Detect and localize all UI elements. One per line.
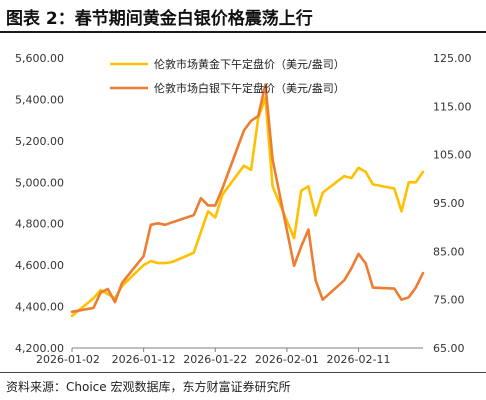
- x-tick-label: 2026-02-01: [255, 353, 319, 366]
- y-right-tick-label: 105.00: [433, 149, 472, 162]
- gold-price-line: [70, 96, 425, 318]
- x-tick-label: 2026-02-11: [327, 353, 391, 366]
- chart-legend: 伦敦市场黄金下午定盘价（美元/盎司） 伦敦市场白银下午定盘价（美元/盎司）: [110, 57, 345, 95]
- y-left-tick-label: 4,600.00: [15, 259, 64, 272]
- y-left-tick-label: 5,000.00: [15, 176, 64, 189]
- y-right-tick-label: 85.00: [433, 245, 465, 258]
- y-left-tick-label: 5,200.00: [15, 135, 64, 148]
- y-left-tick-label: 4,200.00: [15, 342, 64, 355]
- legend-label-gold: 伦敦市场黄金下午定盘价（美元/盎司）: [154, 57, 345, 71]
- legend-label-silver: 伦敦市场白银下午定盘价（美元/盎司）: [154, 81, 345, 95]
- x-tick-label: 2026-01-22: [183, 353, 247, 366]
- title-rule: [0, 31, 486, 33]
- chart-series: [70, 83, 425, 318]
- x-tick-label: 2026-01-02: [36, 353, 100, 366]
- source-note: 资料来源：Choice 宏观数据库，东方财富证券研究所: [6, 380, 291, 394]
- figure-title-bar: 图表 2：春节期间黄金白银价格震荡上行: [0, 0, 486, 34]
- y-left-tick-label: 4,800.00: [15, 218, 64, 231]
- y-right-tick-label: 125.00: [433, 52, 472, 65]
- chart-axes: 2026-01-02 2026-01-12 2026-01-22 2026-02-01…: [15, 52, 471, 366]
- y-right-tick-label: 95.00: [433, 197, 465, 210]
- y-left-tick-label: 4,400.00: [15, 301, 64, 314]
- source-rule: [0, 372, 486, 373]
- figure-title: 图表 2：春节期间黄金白银价格震荡上行: [6, 9, 313, 29]
- y-right-tick-label: 65.00: [433, 342, 465, 355]
- x-tick-label: 2026-01-12: [112, 353, 176, 366]
- silver-price-line: [70, 83, 425, 314]
- y-right-tick-label: 115.00: [433, 100, 472, 113]
- price-line-chart: 2026-01-02 2026-01-12 2026-01-22 2026-02-01…: [15, 52, 471, 366]
- y-left-tick-label: 5,600.00: [15, 52, 64, 65]
- y-left-tick-label: 5,400.00: [15, 93, 64, 106]
- y-right-tick-label: 75.00: [433, 294, 465, 307]
